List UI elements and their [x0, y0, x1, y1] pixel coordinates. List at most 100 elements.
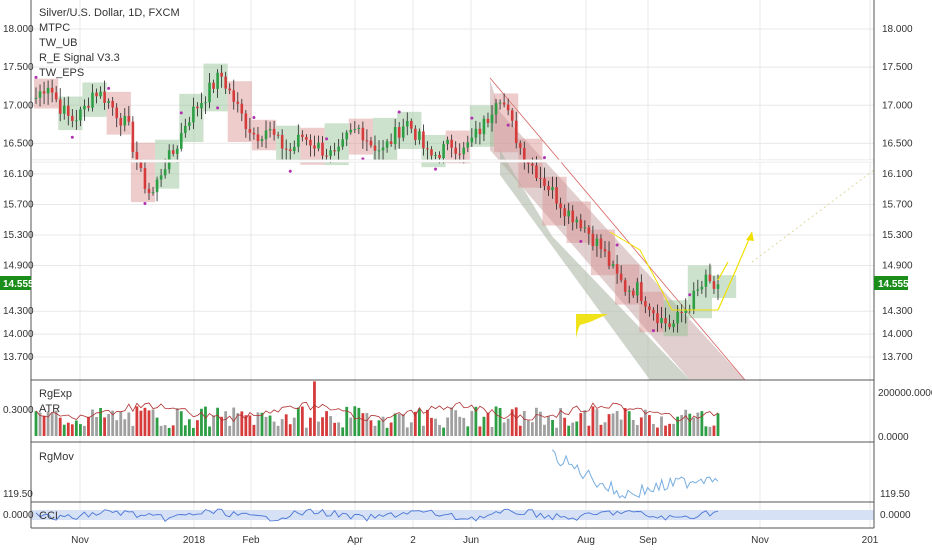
signal-dot — [579, 239, 583, 243]
volume-bar — [369, 420, 373, 436]
candle-body — [454, 147, 457, 154]
volume-bar — [647, 415, 651, 436]
candle-body — [232, 90, 236, 102]
candle-body — [494, 103, 498, 115]
main-pane[interactable] — [31, 0, 874, 380]
volume-bar — [672, 423, 676, 436]
price-tick-right: 18.000 — [882, 24, 913, 35]
price-tick-left: 16.100 — [3, 169, 34, 180]
indicator-re-signal[interactable]: R_E Signal V3.3 — [39, 52, 120, 64]
volume-bar — [321, 417, 324, 436]
candle-body — [192, 106, 195, 123]
candle-body — [71, 115, 74, 121]
candle-body — [644, 300, 647, 307]
volume-bar — [296, 407, 300, 436]
candle-body — [135, 151, 139, 163]
signal-dot — [434, 167, 438, 171]
volume-bar — [397, 413, 401, 436]
candle-body — [450, 139, 453, 148]
candle-body — [535, 165, 538, 179]
indicator-mtpc[interactable]: MTPC — [39, 22, 71, 34]
volume-bar — [91, 409, 94, 436]
volume-bar — [313, 381, 316, 436]
candle-body — [292, 146, 296, 152]
candle-body — [373, 145, 377, 151]
price-tick-left: 14.900 — [3, 260, 34, 271]
candle-body — [462, 147, 466, 155]
candle-body — [159, 175, 163, 180]
volume-bar — [66, 422, 70, 436]
volume-bar — [684, 409, 688, 436]
volume-bar — [119, 411, 123, 436]
candle-body — [543, 178, 546, 186]
indicator-tw-ub[interactable]: TW_UB — [39, 37, 78, 49]
volume-bar — [409, 422, 413, 436]
volume-bar — [514, 407, 518, 436]
candle-body — [434, 154, 437, 156]
price-tick-left: 14.000 — [3, 329, 34, 340]
volume-bar — [179, 411, 183, 436]
candle-body — [522, 147, 526, 163]
volume-bar — [204, 406, 207, 436]
signal-box — [179, 93, 204, 143]
candle-body — [54, 92, 58, 100]
current-price-tag-left — [0, 276, 31, 290]
price-tick-right: 16.500 — [882, 138, 913, 149]
symbol-interval: 1D — [128, 7, 143, 19]
volume-bar — [458, 416, 462, 436]
candle-body — [627, 290, 631, 292]
candle-body — [357, 127, 361, 130]
time-tick: Feb — [242, 535, 260, 546]
volume-bar — [50, 412, 54, 436]
candle-body — [708, 274, 712, 282]
signal-box — [58, 96, 83, 131]
volume-bar — [365, 413, 369, 436]
rgmov-pane[interactable] — [31, 442, 874, 502]
candle-body — [260, 139, 264, 142]
volume-bar — [522, 411, 526, 436]
candle-body — [466, 142, 470, 148]
price-tick-left: 14.300 — [3, 306, 34, 317]
signal-dot — [651, 329, 655, 333]
candle-body — [414, 128, 417, 140]
projection-target — [717, 231, 753, 311]
volume-bar — [288, 424, 292, 436]
signal-box — [494, 93, 519, 153]
volume-bar — [62, 424, 66, 436]
signal-dot — [252, 115, 256, 119]
candle-body — [272, 128, 276, 135]
volume-bar — [417, 408, 421, 436]
candle-body — [95, 92, 98, 97]
volume-bar — [292, 417, 296, 436]
horizontal-gridlines — [31, 28, 874, 358]
candle-body — [692, 290, 696, 310]
volume-bar — [385, 427, 389, 436]
candle-body — [664, 318, 667, 324]
symbol-line[interactable]: Silver/U.S. Dollar, 1D, FXCM — [39, 7, 180, 19]
price-axis-labels[interactable]: 18.000 18.000 17.500 17.500 17.000 17.000 16.5… — [3, 24, 913, 363]
candle-body — [155, 179, 159, 193]
volume-bar — [494, 406, 498, 436]
volume-bar — [530, 422, 534, 436]
signal-box — [445, 130, 470, 164]
price-tick-right: 16.100 — [882, 169, 913, 180]
current-price-left: 14.555 — [3, 279, 34, 290]
time-axis-labels[interactable]: Nov 2018 Feb Apr 2 Jun Aug Sep Nov 201 — [71, 535, 879, 546]
candle-body — [175, 148, 179, 154]
candle-body — [700, 286, 704, 290]
volume-bar — [268, 415, 272, 436]
volume-bar — [692, 417, 696, 436]
signal-box — [203, 63, 228, 112]
volume-bar — [349, 417, 353, 436]
channel-top-line — [489, 77, 746, 381]
volume-bar — [272, 421, 276, 436]
volume-bar — [442, 427, 445, 436]
candle-body — [458, 153, 462, 155]
indicator-tw-eps[interactable]: TW_EPS — [39, 67, 85, 79]
volume-bar — [547, 415, 550, 436]
volume-bar — [191, 427, 195, 436]
candle-body — [587, 227, 591, 234]
candle-body — [635, 282, 639, 296]
candle-body — [143, 168, 147, 189]
